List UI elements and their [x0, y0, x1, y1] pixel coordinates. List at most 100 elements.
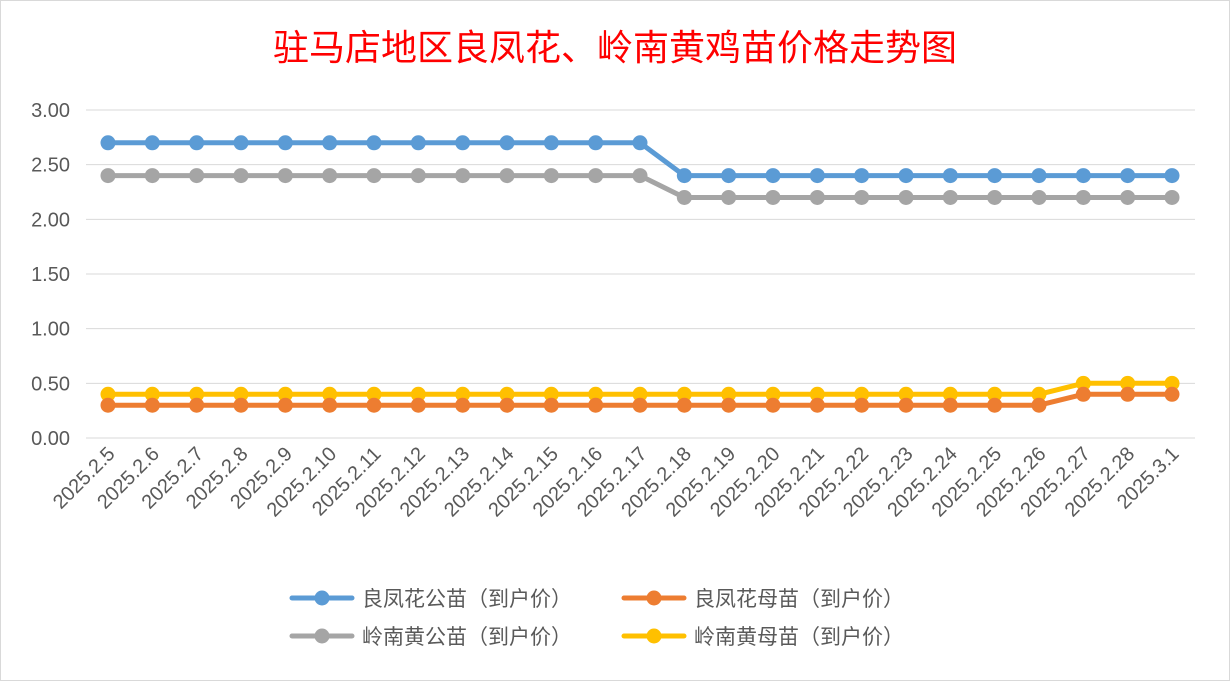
series-3	[100, 168, 1180, 205]
y-tick-label: 1.00	[31, 319, 70, 341]
data-point	[1120, 386, 1136, 402]
data-point	[765, 386, 781, 402]
data-point	[499, 386, 515, 402]
y-tick-label: 2.00	[31, 209, 70, 231]
data-point	[410, 135, 426, 151]
data-point	[588, 386, 604, 402]
data-point	[144, 386, 160, 402]
data-point	[144, 135, 160, 151]
data-point	[366, 135, 382, 151]
data-point	[1031, 168, 1047, 184]
data-point	[455, 168, 471, 184]
data-point	[144, 397, 160, 413]
data-point	[499, 135, 515, 151]
data-point	[543, 168, 559, 184]
data-point	[898, 386, 914, 402]
data-point	[987, 386, 1003, 402]
data-point	[1075, 386, 1091, 402]
gridlines	[86, 109, 1195, 439]
data-point	[854, 397, 870, 413]
data-point	[676, 386, 692, 402]
data-point	[1075, 189, 1091, 205]
data-point	[322, 135, 338, 151]
data-point	[100, 135, 116, 151]
legend-item: 岭南黄母苗（到户价）	[621, 625, 904, 649]
data-point	[987, 168, 1003, 184]
data-point	[1120, 168, 1136, 184]
legend-label: 岭南黄母苗（到户价）	[694, 625, 904, 649]
data-point	[189, 397, 205, 413]
data-point	[1164, 375, 1180, 391]
data-point	[765, 397, 781, 413]
data-point	[854, 168, 870, 184]
legend-label: 岭南黄公苗（到户价）	[362, 625, 572, 649]
data-point	[1164, 189, 1180, 205]
data-point	[721, 386, 737, 402]
data-point	[721, 168, 737, 184]
data-point	[809, 397, 825, 413]
legend: 良凤花公苗（到户价） 良凤花母苗（到户价） 岭南黄公苗（到户价） 岭南黄母苗（到户价）	[289, 587, 904, 649]
data-point	[233, 135, 249, 151]
data-point	[987, 189, 1003, 205]
data-point	[322, 386, 338, 402]
data-point	[410, 397, 426, 413]
data-point	[588, 168, 604, 184]
data-point	[765, 168, 781, 184]
data-point	[410, 386, 426, 402]
data-point	[366, 168, 382, 184]
data-point	[277, 386, 293, 402]
data-point	[676, 397, 692, 413]
data-point	[277, 135, 293, 151]
data-point	[1075, 168, 1091, 184]
y-tick-label: 1.50	[31, 264, 70, 286]
data-point	[1120, 375, 1136, 391]
y-axis-ticks: 0.00 0.50 1.00 1.50 2.00 2.50 3.00	[31, 100, 70, 450]
data-point	[499, 168, 515, 184]
data-point	[898, 397, 914, 413]
series-1	[100, 135, 1180, 184]
data-point	[721, 189, 737, 205]
data-point	[1031, 386, 1047, 402]
legend-item: 岭南黄公苗（到户价）	[289, 625, 572, 649]
data-point	[233, 397, 249, 413]
data-point	[189, 135, 205, 151]
legend-item: 良凤花母苗（到户价）	[621, 587, 904, 611]
legend-marker	[646, 628, 662, 644]
series-group	[100, 135, 1180, 413]
data-point	[1031, 397, 1047, 413]
data-point	[676, 189, 692, 205]
legend-item: 良凤花公苗（到户价）	[289, 587, 572, 611]
x-axis-ticks: 2025.2.52025.2.62025.2.72025.2.82025.2.9…	[49, 443, 1184, 521]
data-point	[721, 397, 737, 413]
data-point	[1120, 189, 1136, 205]
data-point	[189, 386, 205, 402]
data-point	[233, 168, 249, 184]
data-point	[366, 397, 382, 413]
data-point	[676, 168, 692, 184]
legend-label: 良凤花母苗（到户价）	[694, 587, 904, 611]
data-point	[854, 386, 870, 402]
y-tick-label: 2.50	[31, 155, 70, 177]
y-tick-label: 3.00	[31, 100, 70, 122]
data-point	[809, 168, 825, 184]
data-point	[322, 168, 338, 184]
data-point	[1075, 375, 1091, 391]
data-point	[189, 168, 205, 184]
data-point	[1164, 168, 1180, 184]
legend-label: 良凤花公苗（到户价）	[362, 587, 572, 611]
data-point	[942, 397, 958, 413]
chart-title: 驻马店地区良凤花、岭南黄鸡苗价格走势图	[273, 28, 957, 69]
data-point	[632, 386, 648, 402]
data-point	[543, 135, 559, 151]
y-tick-label: 0.00	[31, 428, 70, 450]
y-tick-label: 0.50	[31, 373, 70, 395]
data-point	[100, 168, 116, 184]
data-point	[898, 189, 914, 205]
data-point	[100, 386, 116, 402]
data-point	[410, 168, 426, 184]
series-2	[100, 386, 1180, 413]
data-point	[765, 189, 781, 205]
data-point	[100, 397, 116, 413]
data-point	[277, 397, 293, 413]
